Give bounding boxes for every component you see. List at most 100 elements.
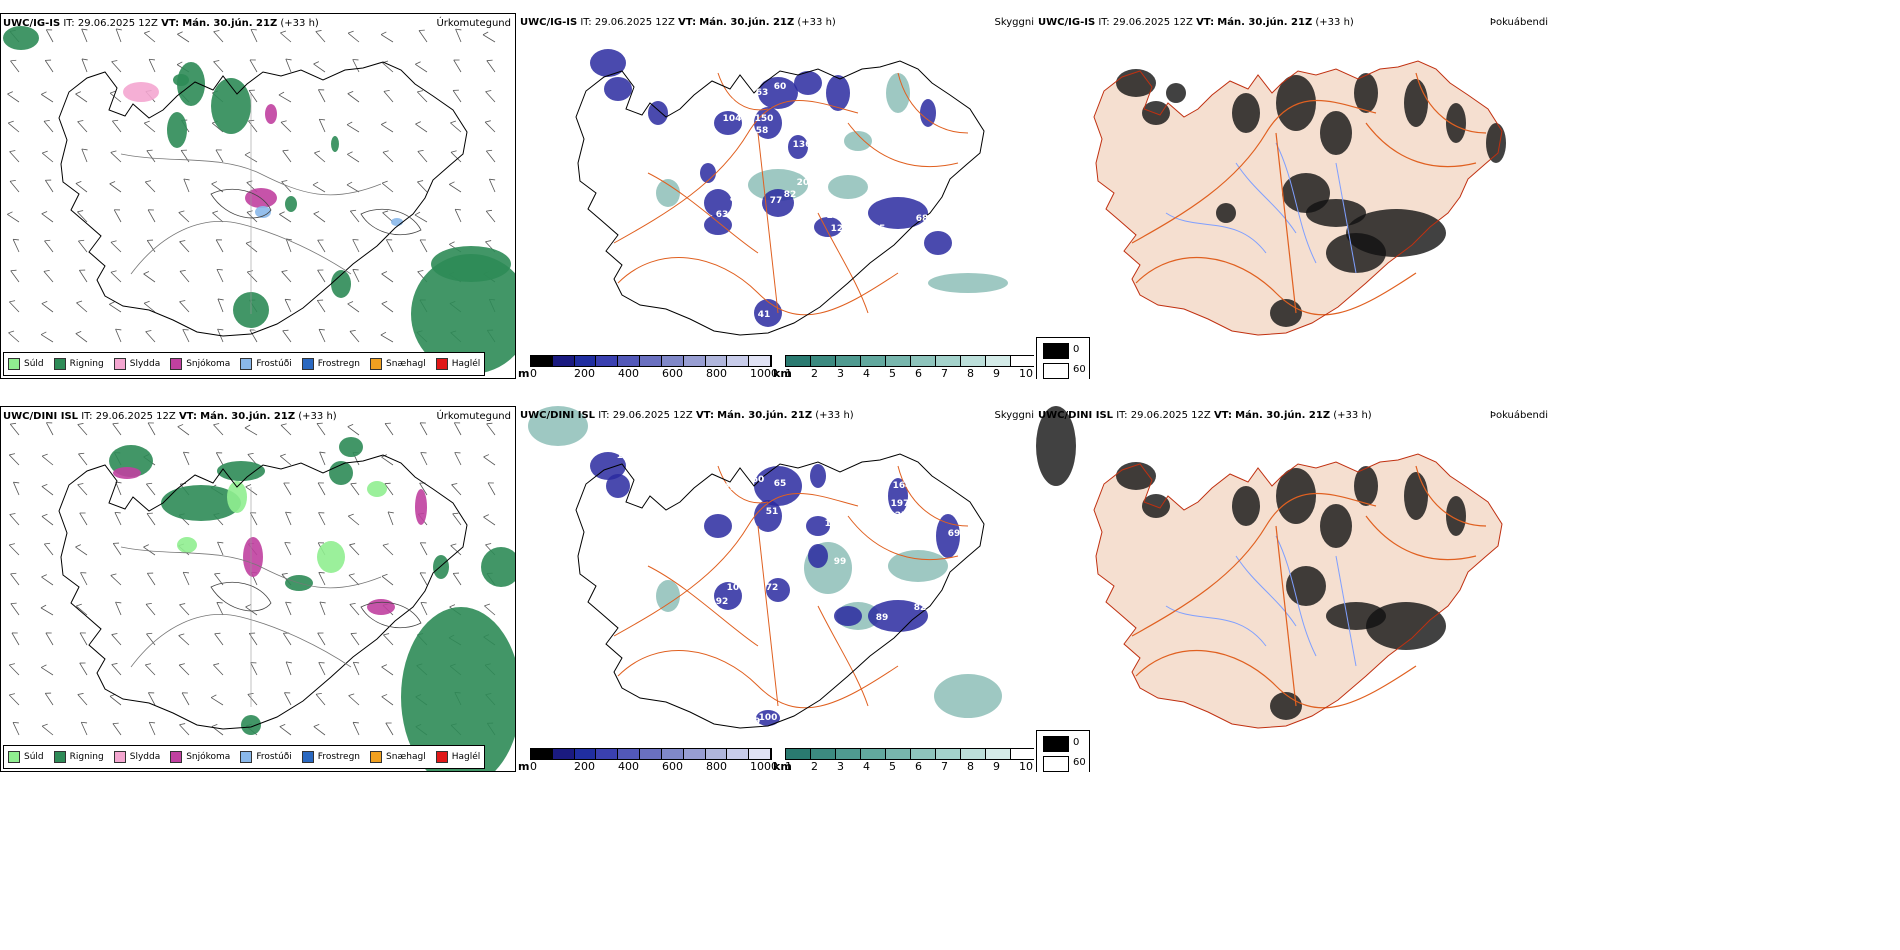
colorbar-segment (911, 749, 936, 759)
wind-barb (145, 330, 156, 343)
wind-barb (455, 28, 462, 43)
wind-barb (248, 632, 258, 646)
wind-barb (452, 89, 462, 103)
wind-barb (182, 329, 190, 343)
wind-barb (7, 91, 20, 103)
fog-map (1093, 60, 1506, 336)
wind-barb (217, 328, 224, 343)
wind-barb (417, 90, 428, 103)
colorbar-unit: m (518, 760, 530, 772)
low-cloudbase-area (590, 452, 626, 480)
wind-barb (381, 271, 394, 283)
panel-header: UWC/DINI ISL IT: 29.06.2025 12Z VT: Mán.… (3, 411, 337, 422)
wind-barb (483, 514, 496, 526)
cloudbase-label: 150 (755, 114, 774, 124)
cloudbase-label: 135 (867, 224, 886, 234)
wind-barb (146, 632, 156, 646)
wind-barb (245, 604, 258, 616)
wind-barb (454, 208, 462, 223)
cloudbase-label: 127 (889, 511, 908, 521)
wind-barb (384, 422, 394, 436)
legend-label: Rigning (69, 752, 104, 762)
precip-area (211, 78, 251, 134)
wind-barb (279, 211, 292, 223)
precip-area (411, 254, 515, 374)
wind-barb (148, 58, 156, 73)
panel-header: UWC/DINI ISL IT: 29.06.2025 12Z VT: Mán.… (520, 410, 854, 421)
wind-barb (214, 632, 224, 646)
colorbar-segment (786, 356, 811, 366)
wind-barb (280, 423, 292, 436)
wind-barb (77, 693, 88, 706)
colorbar-segment (661, 356, 684, 366)
wind-barb (79, 512, 88, 526)
wind-barb (452, 512, 462, 526)
cloudbase-label: 41 (758, 310, 771, 320)
wind-barb (143, 30, 156, 43)
precip-area (243, 537, 263, 577)
cloudbase-label: 107 (617, 451, 636, 461)
low-cloudbase-area (788, 135, 808, 159)
colorbar-tick: 4 (863, 367, 870, 379)
cloudbase-label: 79 (682, 481, 695, 491)
wind-barb (81, 28, 88, 43)
wind-barb (41, 150, 54, 163)
wind-barb (350, 482, 360, 496)
panel-header: UWC/IG-IS IT: 29.06.2025 12Z VT: Mán. 30… (1038, 17, 1354, 28)
colorbar-tick: 1 (785, 367, 792, 379)
wind-barb (317, 482, 326, 496)
coastline (58, 61, 468, 337)
colorbar-segment (749, 356, 771, 366)
wind-barb (178, 633, 190, 646)
wind-barb (317, 239, 326, 253)
wind-barb (213, 30, 224, 43)
glacier-outline (210, 188, 272, 219)
cloudbase-label: 72 (766, 583, 779, 593)
wind-barb (79, 269, 88, 283)
cloudbase-label: 208 (797, 178, 816, 188)
wind-barb (110, 270, 122, 283)
visibility-colorbar: km 1 2 3 4 5 6 7 8 9 10 (773, 353, 1034, 379)
cloudbase-label: 136 (793, 140, 812, 150)
wind-barb (313, 211, 326, 223)
legend-item: Haglél (435, 751, 480, 763)
wind-barb (282, 149, 292, 163)
wind-barb (213, 60, 224, 73)
glacier-outline (360, 208, 422, 236)
wind-barb (10, 572, 20, 586)
wind-barb (346, 121, 360, 133)
wind-barb (420, 601, 428, 616)
wind-barb (111, 663, 122, 676)
legend-swatch (435, 358, 448, 370)
low-visibility-area (528, 406, 588, 446)
colorbar-tick: 10 (1019, 367, 1033, 379)
precip-area (161, 485, 241, 521)
low-visibility-area (888, 550, 948, 582)
wind-barb (318, 572, 326, 586)
wind-barb (217, 541, 224, 556)
fog-legend-swatch-bottom (1043, 756, 1069, 772)
wind-barb (115, 28, 122, 43)
wind-barb (45, 29, 54, 43)
legend-label: Haglél (451, 359, 481, 369)
colorbar-segment (1011, 749, 1034, 759)
wind-barb (281, 270, 292, 283)
wind-barb (350, 632, 360, 646)
precip-legend: Súld Rigning Slydda Snjókoma Frostúði Frostre… (3, 745, 486, 769)
fog-area (1354, 466, 1378, 506)
fog-legend: 0 60 (1036, 337, 1090, 379)
wind-barb (352, 721, 360, 736)
road-line (1131, 493, 1377, 637)
low-cloudbase-area (754, 107, 782, 139)
wind-barb (41, 211, 54, 223)
wind-barb (81, 58, 88, 73)
legend-label: Snæhagl (386, 752, 426, 762)
wind-barb (282, 329, 292, 343)
wind-barb (346, 181, 360, 193)
wind-barb (109, 181, 122, 193)
legend-item: Slydda (113, 358, 160, 370)
wind-barb (349, 543, 360, 556)
road-line (757, 525, 779, 707)
road-line (897, 465, 969, 527)
colorbar-segment (986, 356, 1011, 366)
